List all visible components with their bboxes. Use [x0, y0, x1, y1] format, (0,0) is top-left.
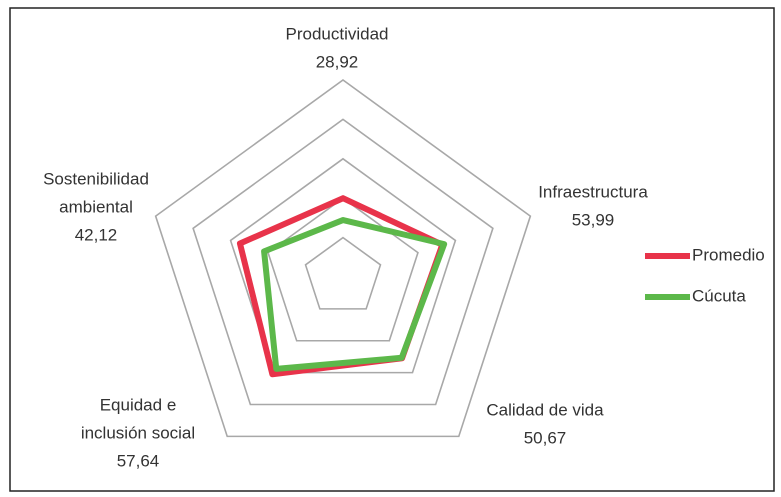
- value-label: 50,67: [524, 428, 567, 447]
- axis-label: ambiental: [59, 197, 133, 216]
- value-label: 28,92: [316, 52, 359, 71]
- grid-ring: [229, 157, 457, 374]
- axis-label: Calidad de vida: [486, 400, 604, 419]
- grid-ring: [154, 79, 532, 438]
- value-label: 53,99: [572, 210, 615, 229]
- value-label: 42,12: [75, 225, 118, 244]
- legend-label: Cúcuta: [692, 286, 746, 305]
- axis-label: Productividad: [285, 24, 388, 43]
- series-line: [261, 217, 448, 372]
- axis-label: Equidad e: [100, 395, 177, 414]
- axis-label: Sostenibilidad: [43, 169, 149, 188]
- grid-ring: [192, 118, 494, 406]
- value-label: 57,64: [117, 451, 160, 470]
- axis-label: Infraestructura: [538, 182, 648, 201]
- axis-label: inclusión social: [81, 423, 195, 442]
- grid-ring: [304, 236, 382, 310]
- chart-frame: [9, 7, 775, 492]
- legend-label: Promedio: [692, 245, 765, 264]
